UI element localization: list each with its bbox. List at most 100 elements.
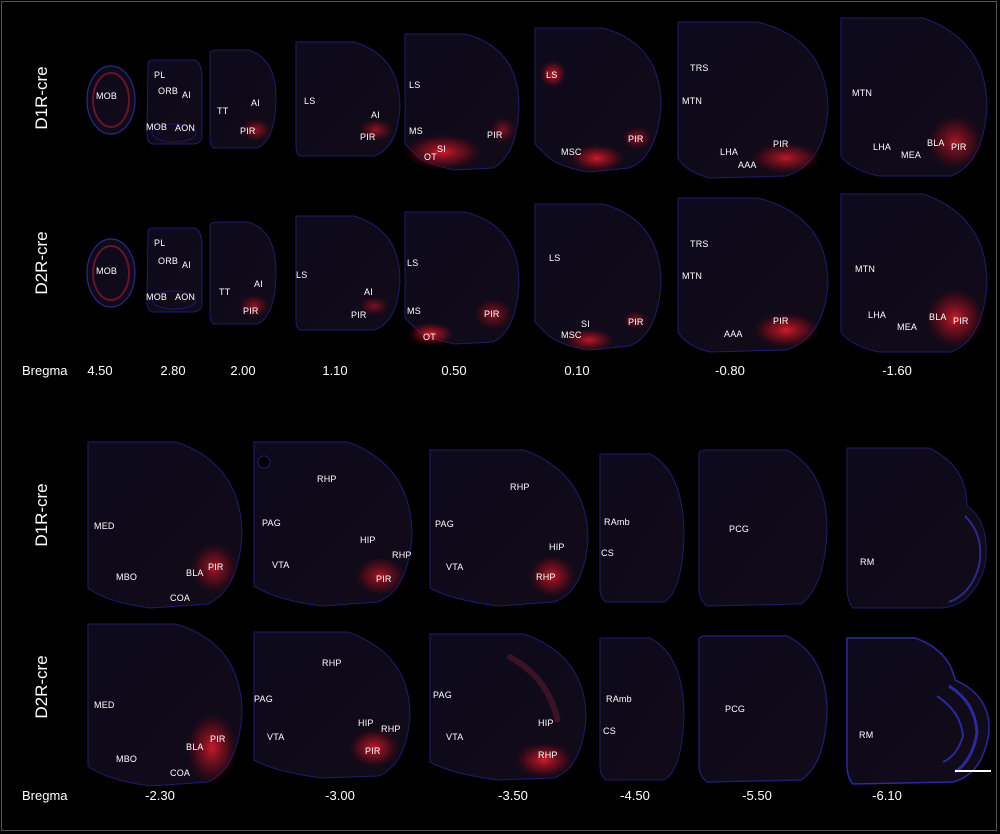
region-label: PIR [360,132,376,142]
region-label: MS [409,126,423,136]
region-label: TT [217,106,229,116]
region-label: AI [254,279,263,289]
brain-section-r3-s2: RHP PAG HIP RHP VTA PIR [252,440,414,608]
region-label: RHP [392,550,412,560]
region-label: PIR [243,306,259,316]
region-label: LS [549,253,561,263]
region-label: COA [170,593,191,603]
region-label: MS [407,306,421,316]
bregma-value: -5.50 [742,788,772,803]
brain-section-r3-s6: RM [845,446,993,610]
region-label: AI [371,110,380,120]
region-label: MED [94,700,115,710]
row-label-d2-bottom: D2R-cre [32,655,51,719]
region-label: TT [219,287,231,297]
brain-section-r4-s4: RAmb CS [598,636,686,782]
row-label-d1-bottom: D1R-cre [32,483,51,547]
row-label-d1-top: D1R-cre [32,66,51,130]
region-label: PIR [484,309,500,319]
region-label: AAA [738,160,757,170]
region-label: MTN [855,264,876,274]
brain-section-r1-s1: MOB [86,65,136,135]
region-label: PIR [951,142,967,152]
region-label: MTN [682,271,703,281]
region-label: MOB [146,292,168,302]
brain-section-r3-s3: RHP PAG HIP VTA RHP [428,448,590,608]
region-label: MED [94,521,115,531]
region-label: COA [170,768,191,778]
region-label: PIR [628,134,644,144]
region-label: PIR [773,316,789,326]
brain-section-r2-s2: PL ORB AI MOB AON [144,226,204,314]
region-label: BLA [929,312,947,322]
region-label: LHA [720,147,739,157]
brain-section-r1-s6: LS MSC PIR [533,26,663,174]
brain-section-r2-s8: MTN LHA MEA BLA PIR [839,192,989,354]
region-label: MEA [897,322,918,332]
region-label: AI [364,287,373,297]
region-label: AI [251,98,260,108]
region-label: LHA [873,142,892,152]
region-label: PIR [365,746,381,756]
region-label: PIR [773,139,789,149]
region-label: BLA [927,138,945,148]
brain-section-r1-s7: TRS MTN LHA AAA PIR [676,20,831,180]
region-label: MBO [116,572,138,582]
region-label: BLA [186,742,204,752]
brain-section-r3-s1: MED MBO BLA PIR COA [86,440,244,610]
region-label: RM [859,730,874,740]
brain-section-r4-s3: PAG HIP VTA RHP [428,632,588,782]
bregma-value: -2.30 [145,788,175,803]
region-label: LHA [868,310,887,320]
bregma-value: -3.50 [498,788,528,803]
region-label: AI [182,260,191,270]
brain-section-r2-s3: TT AI PIR [208,220,278,326]
region-label: AAA [724,329,743,339]
region-label: RHP [538,750,558,760]
region-label: PAG [254,694,273,704]
region-label: AON [175,123,196,133]
region-label: RHP [317,474,337,484]
region-label: AON [175,292,196,302]
region-label: RHP [322,658,342,668]
bregma-label-top: Bregma [22,363,68,378]
region-label: PIR [351,310,367,320]
brain-section-r3-s4: RAmb CS [598,452,686,604]
region-label: LS [409,80,421,90]
bregma-value: 2.80 [160,363,186,378]
region-label: AI [182,90,191,100]
region-label: RM [860,557,875,567]
region-label: MSC [561,330,582,340]
bregma-value: -6.10 [872,788,902,803]
region-label: PIR [628,317,644,327]
bregma-value: -0.80 [715,363,745,378]
region-label: PAG [433,690,452,700]
region-label: RHP [510,482,530,492]
region-label: LS [304,96,316,106]
region-label: CS [601,548,614,558]
region-label: PIR [487,130,503,140]
region-label: LS [546,70,558,80]
region-label: RHP [536,572,556,582]
region-label: PL [154,238,166,248]
region-label: CS [603,726,616,736]
region-label: PIR [953,316,969,326]
region-label: HIP [549,542,565,552]
region-label: PIR [240,126,256,136]
bregma-value: 0.50 [441,363,467,378]
region-label: LS [407,258,419,268]
brain-section-r1-s8: MTN LHA MEA BLA PIR [839,16,989,178]
brain-section-r4-s5: PCG [697,634,829,784]
region-label: RAmb [604,517,630,527]
region-label: VTA [272,560,290,570]
region-label: VTA [446,732,464,742]
region-label: HIP [358,718,374,728]
bregma-value: 2.00 [230,363,256,378]
region-label: SI [437,144,446,154]
region-label: PIR [210,734,226,744]
bregma-value: 1.10 [322,363,348,378]
region-label: VTA [446,562,464,572]
brain-section-r2-s4: LS AI PIR [294,214,402,332]
region-label: MSC [561,147,582,157]
